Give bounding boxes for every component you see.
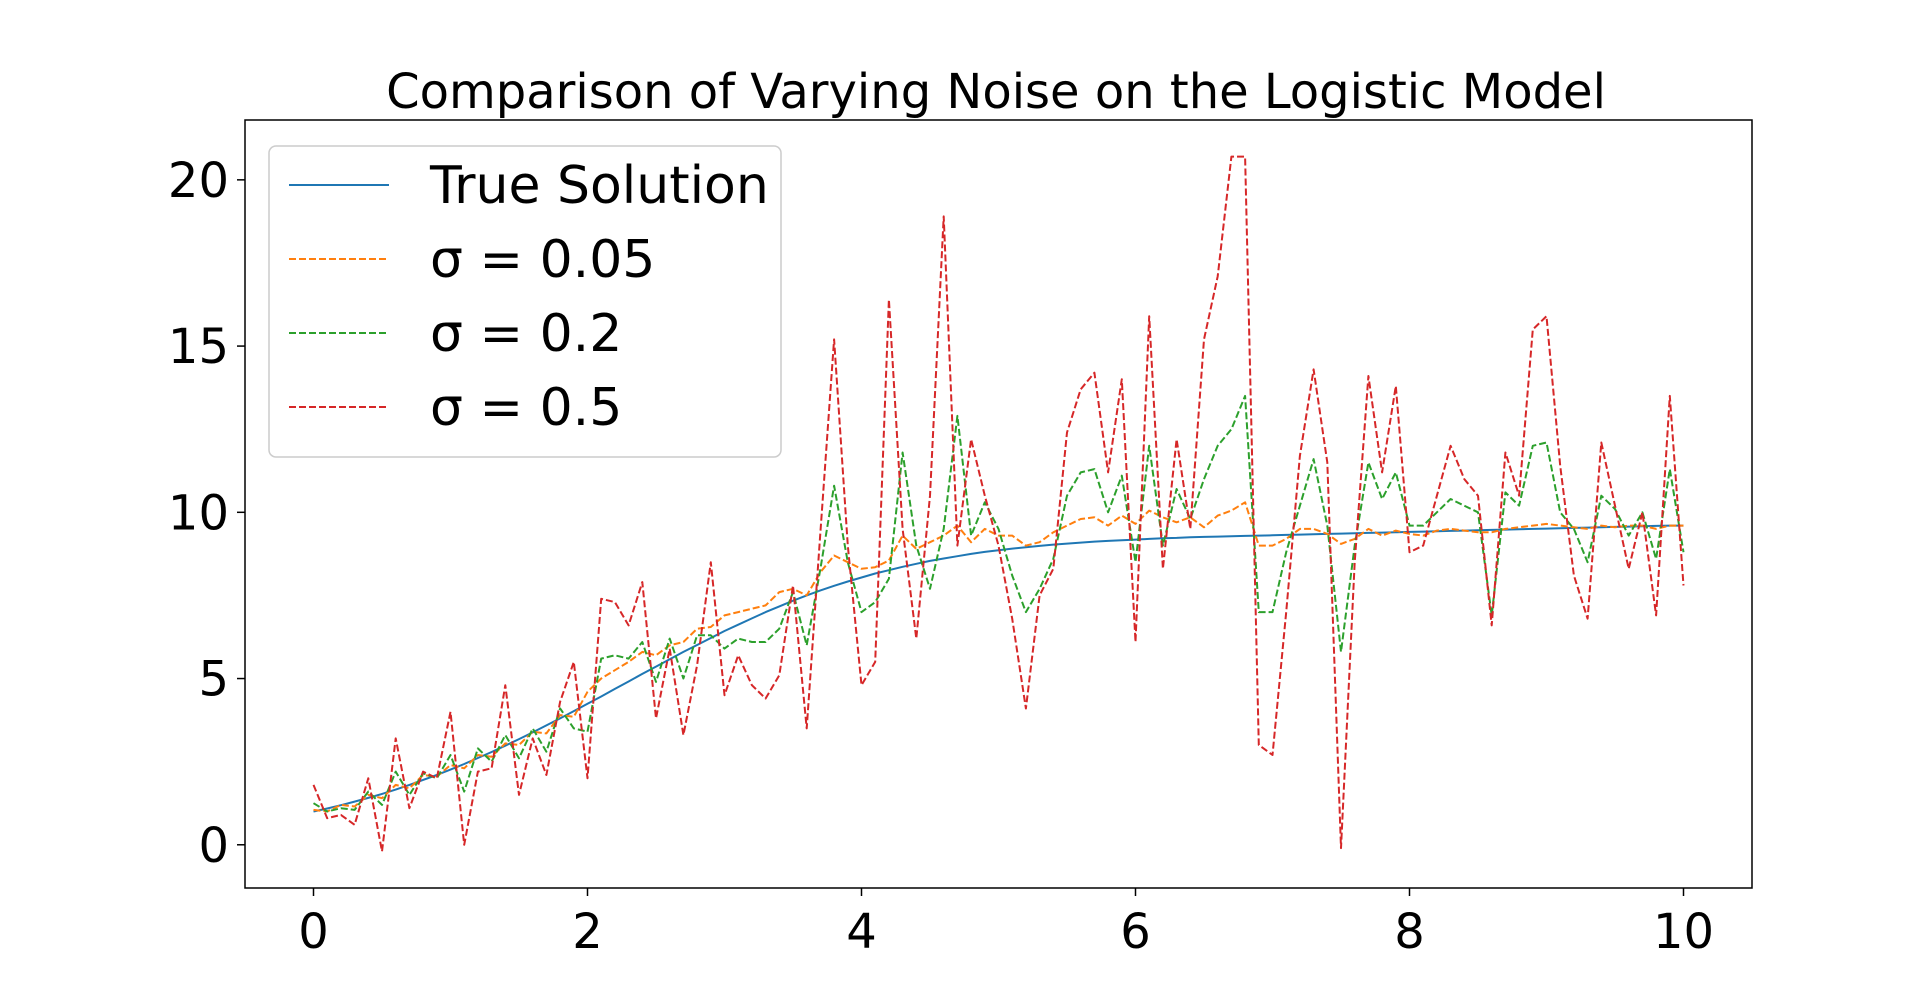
series-line-1 — [313, 501, 1684, 813]
y-axis: 0 5 10 15 20 — [168, 153, 245, 874]
legend-label-2: σ = 0.2 — [430, 304, 622, 364]
chart-title: Comparison of Varying Noise on the Logis… — [386, 64, 1606, 120]
legend-label-0: True Solution — [429, 156, 769, 216]
y-tick-label-4: 20 — [168, 153, 229, 209]
legend-entries: True Solution σ = 0.05 σ = 0.2 σ = 0.5 — [289, 156, 769, 438]
legend-label-1: σ = 0.05 — [430, 230, 655, 290]
plot-lines — [312, 155, 1685, 853]
x-axis: 0 2 4 6 8 10 — [298, 888, 1714, 960]
x-tick-label-4: 8 — [1394, 904, 1425, 960]
series-line-3 — [312, 155, 1685, 853]
legend-box — [268, 145, 782, 458]
series-line-2 — [312, 394, 1685, 813]
x-tick-label-3: 6 — [1120, 904, 1151, 960]
y-tick-label-1: 5 — [198, 652, 229, 708]
x-tick-label-2: 4 — [846, 904, 877, 960]
legend-label-3: σ = 0.5 — [430, 378, 622, 438]
x-tick-label-5: 10 — [1653, 904, 1714, 960]
y-tick-label-2: 10 — [168, 485, 229, 541]
legend: True Solution σ = 0.05 σ = 0.2 σ = 0.5 — [268, 145, 782, 458]
x-tick-label-0: 0 — [298, 904, 329, 960]
y-tick-label-3: 15 — [168, 319, 229, 375]
y-tick-label-0: 0 — [198, 818, 229, 874]
x-tick-label-1: 2 — [572, 904, 603, 960]
plot-frame — [244, 119, 1753, 889]
